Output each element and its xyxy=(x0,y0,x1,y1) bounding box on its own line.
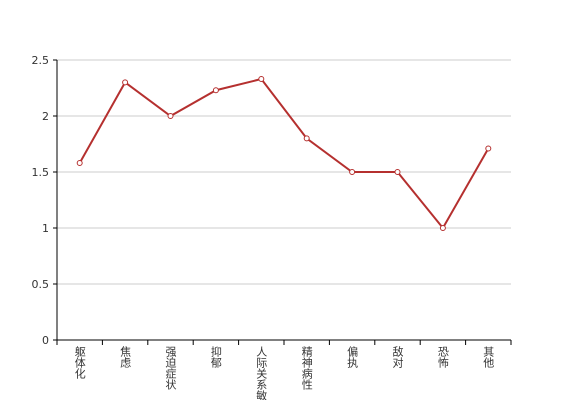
y-tick-label: 0 xyxy=(42,334,49,347)
y-tick-label: 1 xyxy=(42,222,49,235)
y-tick-label: 2.5 xyxy=(32,54,50,67)
x-tick-label: 其他 xyxy=(482,346,495,368)
x-tick-label: 强迫症状 xyxy=(164,346,177,390)
point xyxy=(439,225,446,231)
line xyxy=(78,77,490,230)
point xyxy=(349,169,356,175)
x-tick-label: 敌对 xyxy=(391,345,404,368)
x-tick-label: 偏执 xyxy=(346,345,359,369)
x-tick-label: 恐怖 xyxy=(436,346,449,368)
x-tick-label: 躯体化 xyxy=(73,346,86,380)
x-tick-label: 抑郁 xyxy=(209,345,222,368)
x-tick-label: 人际关系敏感 xyxy=(255,346,268,400)
y-tick-label: 0.5 xyxy=(32,278,50,291)
x-tick-label: 精神病性 xyxy=(300,346,313,391)
y-tick-label: 1.5 xyxy=(32,166,50,179)
y-tick-label: 2 xyxy=(42,110,49,123)
x-tick-label: 焦虑 xyxy=(119,346,132,368)
point xyxy=(394,169,401,175)
point xyxy=(122,79,129,86)
point xyxy=(258,76,265,83)
point xyxy=(212,87,219,94)
point xyxy=(485,145,492,152)
point xyxy=(167,113,174,119)
point xyxy=(76,160,83,167)
point xyxy=(303,135,310,142)
